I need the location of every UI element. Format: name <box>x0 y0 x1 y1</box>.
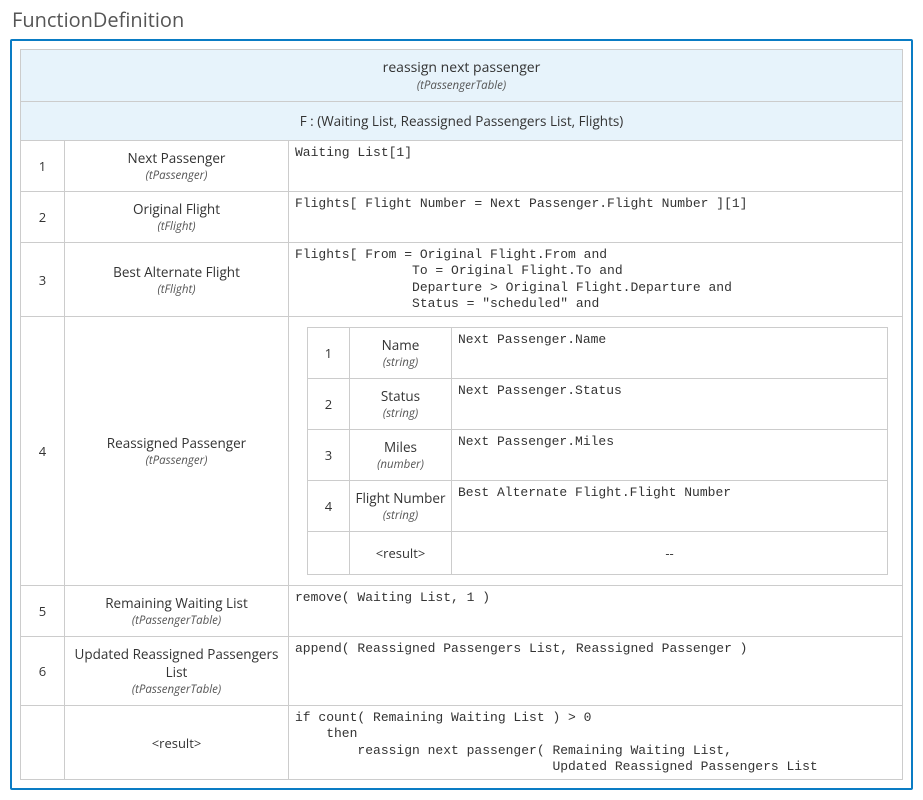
var-type: (tPassengerTable) <box>71 613 282 628</box>
row-index: 4 <box>308 481 350 532</box>
row-index: 3 <box>21 243 65 317</box>
var-name: Flight Number <box>354 489 447 507</box>
nested-context: 1 Name (string) Next Passenger.Name 2 <box>289 317 903 586</box>
row-index: 2 <box>21 192 65 243</box>
var-expr: Flights[ From = Original Flight.From and… <box>289 243 903 317</box>
var-name: Remaining Waiting List <box>71 594 282 612</box>
row-index: 6 <box>21 637 65 706</box>
page-title: FunctionDefinition <box>12 6 913 33</box>
table-row: 4 Reassigned Passenger (tPassenger) <box>21 317 903 586</box>
var-name: Status <box>354 387 447 405</box>
result-expr: if count( Remaining Waiting List ) > 0 t… <box>289 706 903 780</box>
var-name: Name <box>354 336 447 354</box>
var-name: Original Flight <box>71 200 282 218</box>
table-row: 2 Original Flight (tFlight) Flights[ Fli… <box>21 192 903 243</box>
table-row: 2 Status (string) Next Passenger.Status <box>308 379 888 430</box>
table-row: 4 Flight Number (string) Best Alternate … <box>308 481 888 532</box>
var-name: Updated Reassigned Passengers List <box>71 645 282 681</box>
row-index: 1 <box>308 328 350 379</box>
table-row: <result> -- <box>308 532 888 575</box>
var-expr: append( Reassigned Passengers List, Reas… <box>289 637 903 706</box>
table-row: <result> if count( Remaining Waiting Lis… <box>21 706 903 780</box>
row-index <box>21 706 65 780</box>
table-row: 3 Best Alternate Flight (tFlight) Flight… <box>21 243 903 317</box>
table-row: 1 Name (string) Next Passenger.Name <box>308 328 888 379</box>
row-index: 5 <box>21 586 65 637</box>
var-type: (tPassenger) <box>71 453 282 468</box>
var-name: Miles <box>354 438 447 456</box>
var-type: (number) <box>354 457 447 472</box>
table-row: 3 Miles (number) Next Passenger.Miles <box>308 430 888 481</box>
table-row: 1 Next Passenger (tPassenger) Waiting Li… <box>21 141 903 192</box>
var-expr: Next Passenger.Miles <box>452 430 888 481</box>
var-type: (string) <box>354 355 447 370</box>
result-label: <result> <box>71 734 282 752</box>
var-type: (tPassenger) <box>71 168 282 183</box>
var-expr: Waiting List[1] <box>289 141 903 192</box>
function-params-row: F : (Waiting List, Reassigned Passengers… <box>21 102 903 141</box>
result-dash: -- <box>452 532 888 575</box>
row-index <box>308 532 350 575</box>
var-type: (string) <box>354 406 447 421</box>
row-index: 4 <box>21 317 65 586</box>
var-expr: Next Passenger.Status <box>452 379 888 430</box>
var-type: (string) <box>354 508 447 523</box>
var-type: (tFlight) <box>71 282 282 297</box>
var-expr: Flights[ Flight Number = Next Passenger.… <box>289 192 903 243</box>
var-type: (tPassengerTable) <box>71 682 282 697</box>
result-label: <result> <box>354 544 447 562</box>
table-row: 6 Updated Reassigned Passengers List (tP… <box>21 637 903 706</box>
var-type: (tFlight) <box>71 219 282 234</box>
var-name: Best Alternate Flight <box>71 263 282 281</box>
var-name: Next Passenger <box>71 149 282 167</box>
nested-table: 1 Name (string) Next Passenger.Name 2 <box>307 327 888 575</box>
function-definition-box: reassign next passenger (tPassengerTable… <box>10 39 913 790</box>
row-index: 3 <box>308 430 350 481</box>
function-table: reassign next passenger (tPassengerTable… <box>20 49 903 780</box>
var-expr: Next Passenger.Name <box>452 328 888 379</box>
function-type: (tPassengerTable) <box>25 78 898 93</box>
var-expr: remove( Waiting List, 1 ) <box>289 586 903 637</box>
table-row: 5 Remaining Waiting List (tPassengerTabl… <box>21 586 903 637</box>
row-index: 1 <box>21 141 65 192</box>
row-index: 2 <box>308 379 350 430</box>
function-header-row: reassign next passenger (tPassengerTable… <box>21 50 903 102</box>
function-name: reassign next passenger <box>25 58 898 77</box>
function-params: F : (Waiting List, Reassigned Passengers… <box>21 102 903 141</box>
var-name: Reassigned Passenger <box>71 434 282 452</box>
var-expr: Best Alternate Flight.Flight Number <box>452 481 888 532</box>
